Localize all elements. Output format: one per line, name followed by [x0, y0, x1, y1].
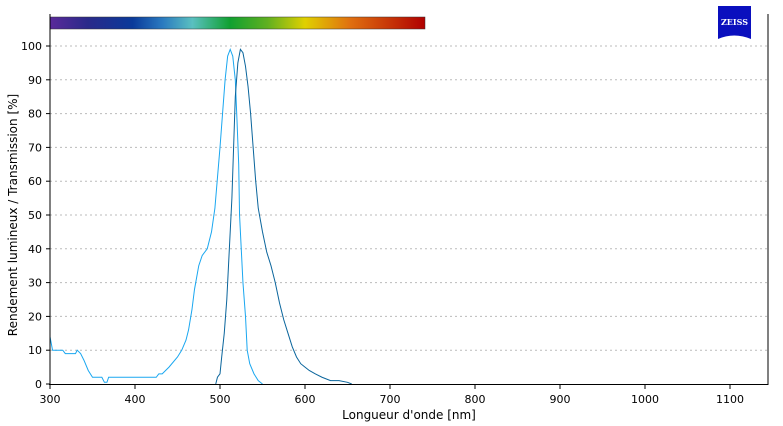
x-tick-label: 300 [40, 393, 61, 406]
y-tick-label: 40 [28, 243, 42, 256]
x-axis-label: Longueur d'onde [nm] [342, 408, 476, 422]
series-line-1 [49, 47, 263, 385]
grid [50, 45, 768, 351]
y-tick-label: 10 [28, 344, 42, 357]
y-tick-label: 0 [35, 378, 42, 391]
y-tick-label: 70 [28, 141, 42, 154]
y-tick-label: 50 [28, 209, 42, 222]
y-tick-label: 60 [28, 175, 42, 188]
x-tick-label: 1100 [716, 393, 744, 406]
y-tick-label: 100 [21, 40, 42, 53]
series-group [49, 47, 352, 385]
y-axis-label: Rendement lumineux / Transmission [%] [6, 94, 20, 336]
y-tick-label: 90 [28, 74, 42, 87]
y-tick-label: 20 [28, 310, 42, 323]
y-tick-label: 80 [28, 108, 42, 121]
y-tick-label: 30 [28, 277, 42, 290]
axes: 0 10 20 30 40 50 60 70 80 90 100 300 400 500 600 700 800… [21, 14, 769, 406]
series-line-2 [215, 48, 352, 385]
x-tick-label: 700 [380, 393, 401, 406]
x-tick-label: 1000 [631, 393, 659, 406]
x-tick-label: 500 [210, 393, 231, 406]
x-tick-label: 400 [125, 393, 146, 406]
x-tick-label: 800 [465, 393, 486, 406]
x-tick-label: 900 [550, 393, 571, 406]
zeiss-logo: ZEISS [718, 6, 751, 39]
wavelength-colorbar [49, 16, 426, 30]
x-tick-label: 600 [295, 393, 316, 406]
svg-text:ZEISS: ZEISS [721, 17, 748, 27]
